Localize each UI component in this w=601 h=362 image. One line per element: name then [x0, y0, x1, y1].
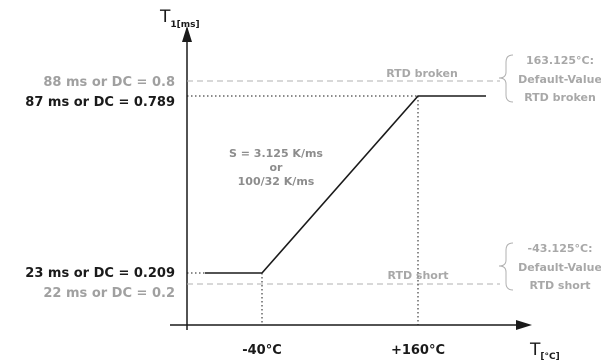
slope-annotation-line3: 100/32 K/ms: [238, 175, 315, 188]
y-axis-title: T1[ms]: [159, 7, 200, 30]
y-axis-title-sub: 1[ms]: [170, 20, 199, 30]
top-note-line2: Default-Value: [518, 73, 601, 86]
bottom-note-brace-icon: [498, 242, 514, 291]
x-label-minus-40: -40°C: [242, 343, 282, 358]
y-label-upper-value: 87 ms or DC = 0.789: [25, 95, 175, 110]
x-axis-arrow-icon: [516, 320, 532, 330]
y-label-upper-limit: 88 ms or DC = 0.8: [43, 75, 175, 90]
x-label-plus-160: +160°C: [391, 343, 445, 358]
top-note-line1: 163.125°C:: [526, 54, 594, 67]
x-axis-title: T[°C]: [529, 340, 560, 362]
top-note-line3: RTD broken: [524, 91, 596, 104]
y-label-lower-value: 23 ms or DC = 0.209: [25, 266, 175, 281]
x-axis-title-sub: [°C]: [540, 352, 559, 362]
top-note-brace-icon: [498, 54, 514, 103]
y-label-lower-limit: 22 ms or DC = 0.2: [43, 286, 175, 301]
bottom-note-line1: -43.125°C:: [528, 242, 593, 255]
y-axis-arrow-icon: [182, 26, 192, 42]
bottom-note-line2: Default-Value: [518, 261, 601, 274]
slope-annotation-line1: S = 3.125 K/ms: [229, 147, 323, 160]
x-axis-title-main: T: [529, 340, 541, 360]
slope-annotation-line2: or: [270, 161, 284, 174]
bottom-note-line3: RTD short: [529, 279, 590, 292]
y-axis-title-main: T: [159, 7, 171, 27]
characteristic-curve: [205, 95, 486, 274]
rtd-short-label: RTD short: [387, 269, 448, 282]
rtd-broken-label: RTD broken: [386, 67, 458, 80]
